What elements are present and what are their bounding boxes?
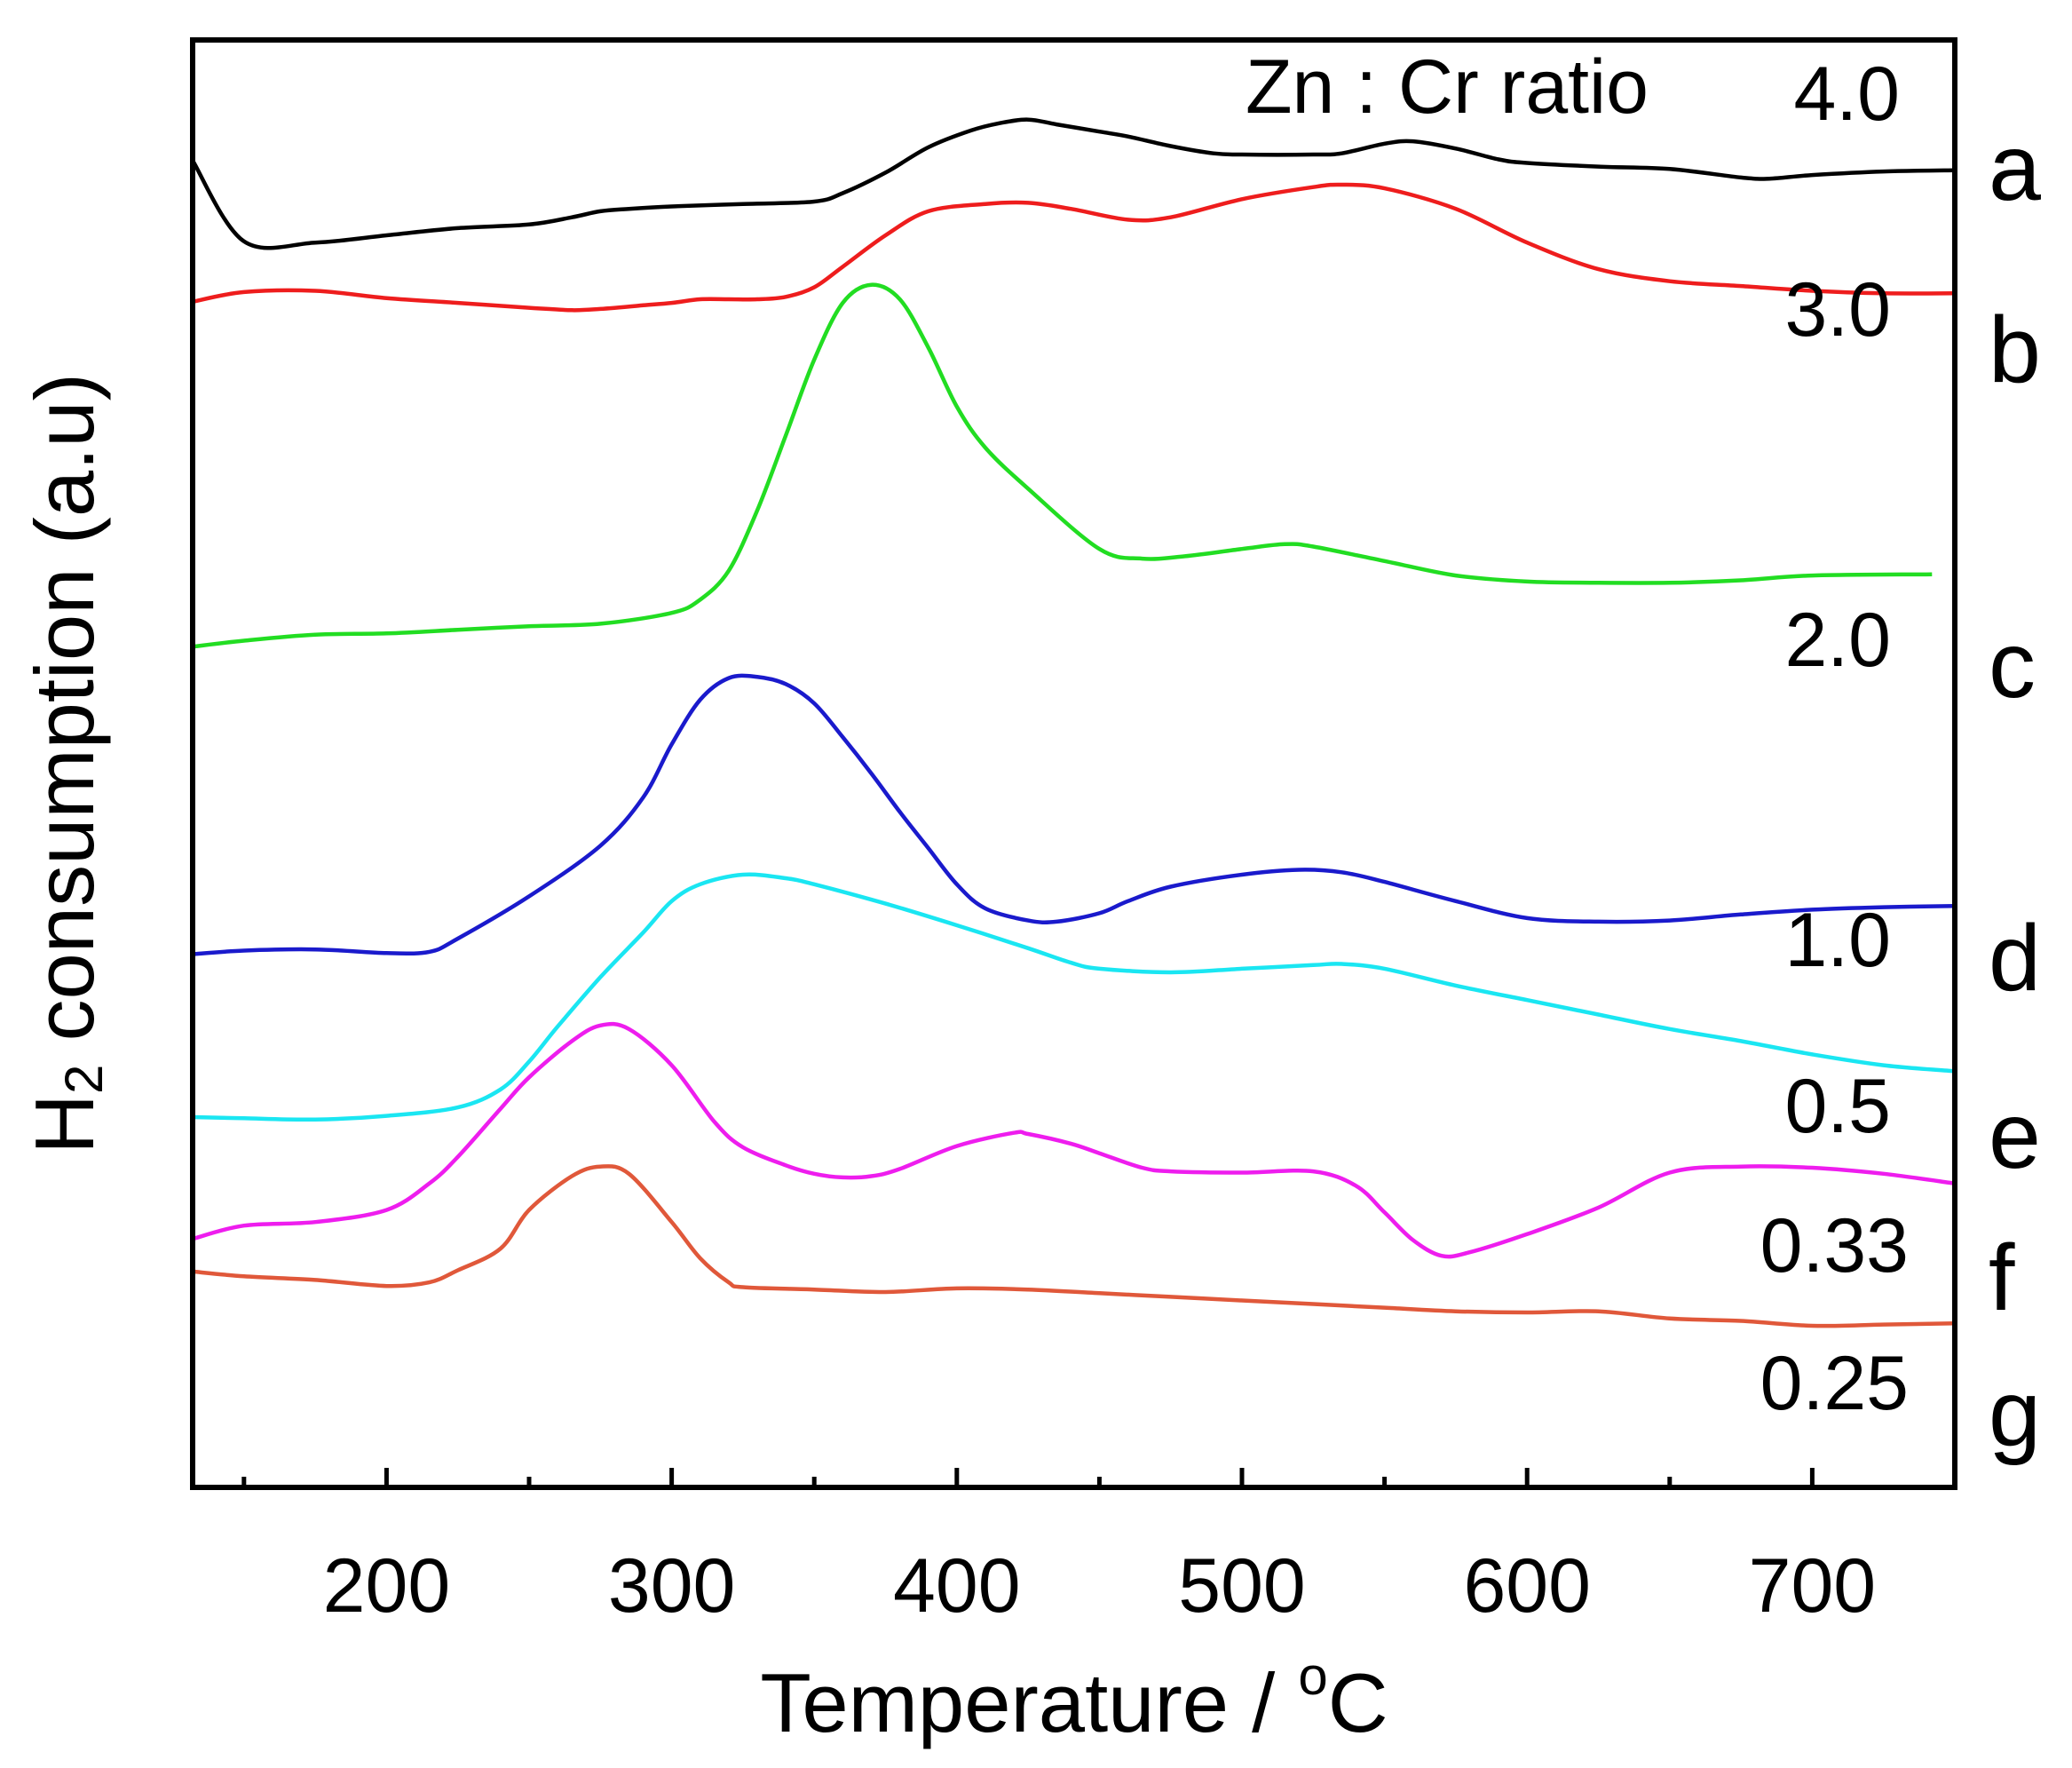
x-axis-title-prefix: Temperature /	[760, 1656, 1298, 1749]
series-line-c	[192, 282, 1933, 649]
x-axis-title-unit: C	[1328, 1656, 1388, 1749]
ratio-label-c: 2.0	[1784, 598, 1891, 683]
x-tick-label: 200	[323, 1543, 451, 1629]
ratio-label-d: 1.0	[1784, 898, 1891, 983]
y-axis-title-rest: consumption (a.u)	[18, 373, 111, 1064]
x-axis-ticks	[241, 1468, 1957, 1487]
x-axis-title: Temperature / oC	[760, 1646, 1388, 1749]
ratio-label-b: 3.0	[1784, 267, 1891, 353]
x-tick-label: 500	[1178, 1543, 1306, 1629]
curve-letter-g: g	[1989, 1361, 2041, 1466]
ratio-label-f: 0.33	[1760, 1203, 1909, 1288]
ratio-label-g: 0.25	[1760, 1341, 1909, 1426]
x-tick-label: 600	[1463, 1543, 1591, 1629]
series-line-d	[192, 673, 1956, 956]
y-axis-title: H2 consumption (a.u)	[18, 373, 114, 1154]
ratio-labels: 4.0 3.0 2.0 1.0 0.5 0.33 0.25	[1760, 52, 1909, 1426]
plot-frame	[190, 37, 1957, 1490]
x-tick-label: 700	[1749, 1543, 1877, 1629]
series-line-b	[192, 182, 1956, 313]
x-axis-tick-labels: 200 300 400 500 600 700	[323, 1543, 1876, 1629]
series-line-e	[192, 872, 1956, 1122]
curve-letter-b: b	[1989, 297, 2041, 402]
x-tick-label: 400	[893, 1543, 1021, 1629]
curve-letter-d: d	[1989, 906, 2041, 1011]
series-line-f	[192, 1021, 1956, 1259]
ratio-label-e: 0.5	[1784, 1064, 1891, 1149]
curve-letter-f: f	[1989, 1225, 2015, 1330]
y-axis-title-main: H	[18, 1094, 111, 1154]
curve-letter-c: c	[1989, 613, 2036, 718]
ratio-label-a: 4.0	[1793, 52, 1900, 137]
curve-letter-a: a	[1989, 115, 2041, 220]
series-curves	[191, 117, 1956, 1328]
y-axis-title-subscript: 2	[54, 1065, 114, 1094]
x-axis-title-degree: o	[1298, 1646, 1327, 1706]
curve-letter-e: e	[1989, 1083, 2041, 1188]
series-line-g	[192, 1164, 1956, 1328]
series-line-a	[191, 117, 1956, 250]
legend-title: Zn : Cr ratio	[1246, 44, 1649, 130]
x-tick-label: 300	[608, 1543, 736, 1629]
